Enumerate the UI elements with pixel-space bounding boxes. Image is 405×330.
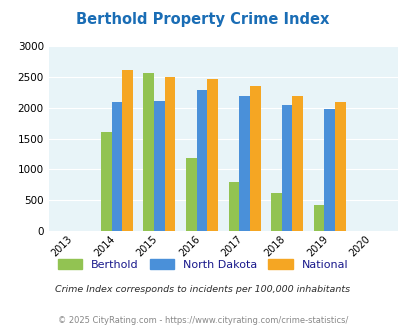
- Bar: [100, 132, 111, 231]
- Bar: [164, 77, 175, 231]
- Legend: Berthold, North Dakota, National: Berthold, North Dakota, National: [53, 255, 352, 274]
- Bar: [228, 182, 239, 231]
- Bar: [292, 96, 303, 231]
- Text: Crime Index corresponds to incidents per 100,000 inhabitants: Crime Index corresponds to incidents per…: [55, 285, 350, 294]
- Text: © 2025 CityRating.com - https://www.cityrating.com/crime-statistics/: © 2025 CityRating.com - https://www.city…: [58, 316, 347, 325]
- Bar: [271, 193, 281, 231]
- Bar: [143, 73, 154, 231]
- Bar: [324, 109, 334, 231]
- Bar: [281, 105, 292, 231]
- Bar: [154, 101, 164, 231]
- Text: Berthold Property Crime Index: Berthold Property Crime Index: [76, 12, 329, 26]
- Bar: [111, 102, 122, 231]
- Bar: [185, 158, 196, 231]
- Bar: [196, 90, 207, 231]
- Bar: [249, 85, 260, 231]
- Bar: [334, 102, 345, 231]
- Bar: [122, 70, 132, 231]
- Bar: [313, 206, 324, 231]
- Bar: [207, 80, 217, 231]
- Bar: [239, 96, 249, 231]
